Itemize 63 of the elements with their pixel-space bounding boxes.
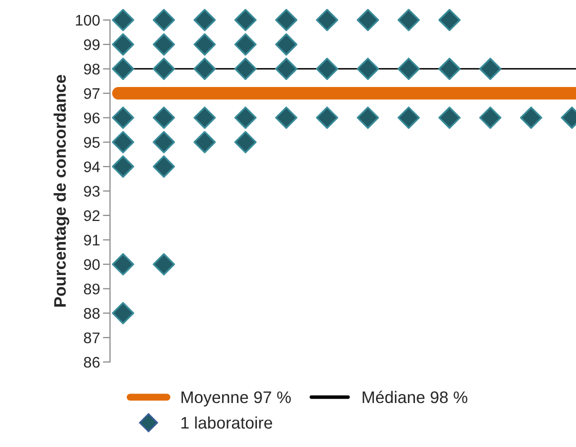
point — [398, 106, 420, 129]
y-tick-label: 90 — [84, 259, 100, 270]
point — [234, 33, 257, 56]
point — [438, 106, 461, 129]
y-tick-label: 88 — [84, 308, 100, 319]
point — [152, 8, 175, 32]
y-tick-label: 91 — [84, 234, 100, 246]
point — [194, 106, 216, 129]
y-tick-label: 92 — [84, 210, 100, 222]
point — [152, 253, 175, 276]
y-tick-label: 95 — [84, 137, 100, 148]
y-tick-label: 96 — [84, 112, 100, 124]
point — [438, 58, 461, 80]
point — [234, 8, 257, 32]
point — [112, 106, 134, 129]
point — [479, 58, 502, 80]
point — [152, 58, 175, 80]
point — [398, 58, 420, 80]
point — [356, 106, 380, 129]
y-tick-label: 89 — [84, 284, 100, 294]
point — [112, 8, 134, 32]
point — [275, 58, 298, 80]
point — [194, 131, 216, 154]
point — [112, 302, 134, 324]
point — [356, 58, 380, 80]
point — [398, 8, 420, 32]
point — [152, 155, 175, 178]
y-tick-label: 99 — [84, 39, 100, 50]
y-axis-title: Pourcentage de concordance — [54, 74, 70, 307]
point — [194, 33, 216, 56]
point — [234, 106, 257, 129]
point — [316, 8, 338, 32]
y-tick-label: 98 — [84, 64, 100, 75]
point — [194, 8, 216, 32]
y-tick-label: 97 — [84, 88, 100, 99]
y-tick-label: 86 — [84, 356, 100, 368]
y-tick-label: 87 — [84, 332, 100, 344]
point — [194, 58, 216, 80]
point — [112, 131, 134, 154]
point — [520, 106, 542, 129]
point — [316, 106, 338, 129]
point — [234, 131, 257, 154]
y-tick-label: 93 — [84, 186, 100, 197]
point — [479, 106, 502, 129]
point — [112, 33, 134, 56]
legend-label: Médiane 98 % — [362, 390, 468, 404]
legend-label: Moyenne 97 % — [182, 391, 291, 406]
point — [152, 33, 175, 56]
point — [316, 58, 338, 80]
y-tick-label: 94 — [84, 161, 100, 172]
point — [112, 253, 134, 276]
point — [275, 106, 298, 129]
point — [112, 155, 134, 178]
point — [112, 58, 134, 80]
legend-label: 1 laboratoire — [181, 416, 272, 429]
point — [234, 58, 257, 80]
point — [275, 8, 298, 32]
y-tick-label: 100 — [76, 14, 100, 26]
point — [356, 8, 380, 32]
point — [152, 131, 175, 154]
point — [152, 106, 175, 129]
point — [438, 8, 461, 32]
point — [275, 33, 298, 56]
